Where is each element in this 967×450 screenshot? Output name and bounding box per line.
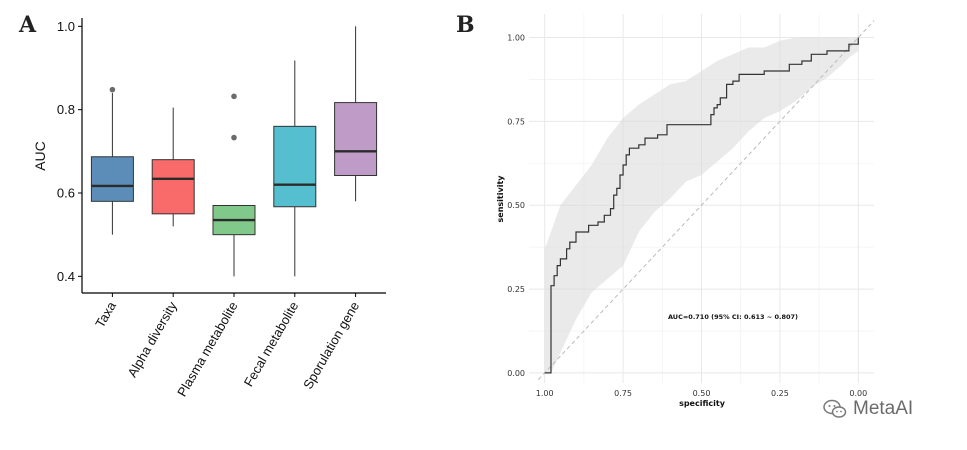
box-taxa bbox=[90, 86, 134, 235]
auc-annotation: AUC=0.710 (95% CI: 0.613 ~ 0.807) bbox=[668, 313, 798, 321]
box-body bbox=[151, 159, 195, 215]
y-axis-title: AUC bbox=[32, 141, 48, 171]
watermark: MetaAI bbox=[823, 398, 913, 420]
outlier-point bbox=[231, 134, 237, 141]
x-tick-label: 0.75 bbox=[614, 389, 632, 398]
box-sporulation-gene bbox=[334, 26, 378, 202]
chance-diagonal bbox=[538, 20, 875, 380]
box-fecal-metabolite bbox=[273, 60, 317, 277]
wechat-icon bbox=[823, 399, 847, 418]
roc-curve bbox=[544, 37, 859, 374]
y-tick-label: 0.50 bbox=[507, 201, 525, 210]
x-tick-label: 0.25 bbox=[771, 389, 789, 398]
y-ticks: 0.4 0.6 0.8 1.0 bbox=[57, 19, 82, 284]
panel-label-a: A bbox=[18, 12, 37, 38]
boxes bbox=[90, 26, 378, 277]
outlier-point bbox=[231, 93, 237, 100]
x-tick-label: Alpha diversity bbox=[125, 299, 181, 380]
outlier-point bbox=[109, 86, 116, 93]
y-tick-label: 0.8 bbox=[57, 102, 75, 117]
y-ticks: 0.00 0.25 0.50 0.75 1.00 bbox=[507, 33, 525, 377]
y-tick-label: 0.25 bbox=[507, 285, 525, 294]
panel-label-b: B bbox=[456, 12, 475, 38]
x-tick-label: 0.50 bbox=[693, 389, 711, 398]
confidence-band bbox=[544, 37, 859, 373]
box-alpha-diversity bbox=[151, 107, 195, 227]
y-tick-label: 0.75 bbox=[507, 117, 525, 126]
x-ticks: 1.00 0.75 0.50 0.25 0.00 bbox=[536, 389, 867, 398]
x-tick-label: Plasma metabolite bbox=[174, 299, 240, 399]
box-body bbox=[273, 125, 317, 208]
y-axis-title: sensitivity bbox=[496, 175, 505, 223]
box-plot-panel: AUC 0.4 0.6 0.8 1.0 Taxa Alpha diversityPlas… bbox=[32, 18, 386, 399]
x-tick-label: 0.00 bbox=[849, 389, 867, 398]
y-tick-label: 1.00 bbox=[507, 33, 525, 42]
x-tick-label: 1.00 bbox=[536, 389, 554, 398]
x-tick-label: Fecal metabolite bbox=[241, 299, 302, 389]
x-tick-label: Taxa bbox=[92, 298, 119, 330]
y-tick-label: 0.6 bbox=[57, 186, 75, 201]
y-tick-label: 0.4 bbox=[57, 269, 75, 284]
box-body bbox=[334, 102, 378, 176]
watermark-text: MetaAI bbox=[853, 398, 914, 419]
x-tick-label: Sporulation gene bbox=[300, 299, 362, 392]
y-tick-label: 1.0 bbox=[57, 19, 75, 34]
box-plasma-metabolite bbox=[212, 93, 256, 277]
x-axis-title: specificity bbox=[679, 399, 726, 408]
box-body bbox=[90, 156, 134, 202]
y-tick-label: 0.00 bbox=[507, 369, 525, 378]
roc-panel: 0.000.250.500.751.00 1.00 0.75 0.50 0.25 0.0… bbox=[496, 14, 875, 408]
